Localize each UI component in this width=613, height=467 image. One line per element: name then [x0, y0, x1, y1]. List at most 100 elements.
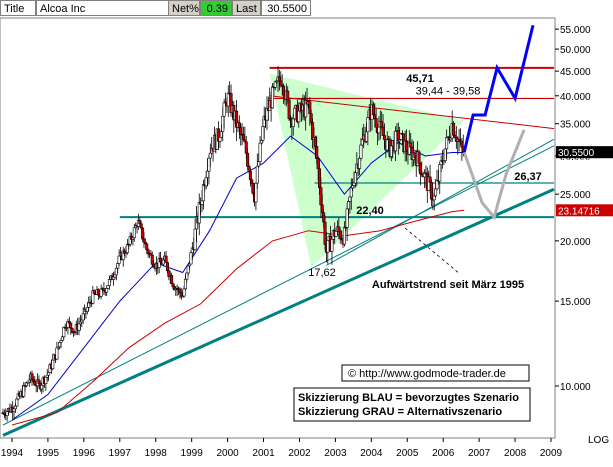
- candle-body: [366, 117, 370, 133]
- candle-body: [37, 379, 41, 384]
- candle-body: [394, 130, 398, 152]
- candle-body: [342, 226, 346, 245]
- candle-body: [237, 122, 241, 129]
- scenario-blue-path: [462, 24, 535, 153]
- candle-body: [12, 408, 16, 412]
- candle-body: [347, 201, 351, 210]
- candle-body: [141, 227, 145, 240]
- candle-body: [345, 208, 349, 228]
- candle-body: [112, 276, 116, 280]
- candle-body: [334, 230, 338, 237]
- candle-body: [45, 374, 49, 378]
- instrument-name: Alcoa Inc: [36, 0, 204, 16]
- candle-body: [429, 182, 433, 200]
- level-label-22-40: 22,40: [356, 205, 384, 217]
- candle-body: [189, 252, 193, 265]
- candle-body: [222, 102, 226, 117]
- candle-body: [364, 131, 368, 142]
- hidden-price-text: 29.30050: [558, 156, 600, 167]
- candle-body: [219, 131, 223, 138]
- y-tick-label: 15.000: [560, 297, 591, 308]
- candle-body: [146, 249, 150, 255]
- y-tick-label: 20.000: [560, 237, 591, 248]
- candle-body: [259, 140, 263, 144]
- candle-body: [200, 200, 204, 205]
- candle-body: [183, 278, 187, 290]
- candle-body: [308, 101, 312, 115]
- candle-body: [243, 139, 247, 143]
- candle-body: [185, 272, 189, 280]
- candle-body: [443, 148, 447, 161]
- y-tick-label: 35.000: [560, 120, 591, 131]
- candle-body: [318, 168, 322, 188]
- candle-body: [413, 152, 417, 158]
- candle-body: [105, 288, 109, 293]
- candle-body: [85, 307, 89, 312]
- plot-frame: [0, 17, 556, 439]
- y-tick-label: 25.000: [560, 190, 591, 201]
- candle-body: [27, 379, 31, 383]
- candle-body: [273, 81, 277, 88]
- candle-body: [418, 163, 422, 175]
- x-tick-label: 2002: [288, 448, 311, 459]
- candle-body: [159, 258, 163, 263]
- trendline-long_trend_thick: [2, 187, 555, 437]
- candle-body: [99, 288, 103, 297]
- candle-body: [297, 110, 301, 123]
- source-text: © http://www.godmode-trader.de: [348, 368, 506, 380]
- candle-body: [316, 158, 320, 169]
- candle-body: [452, 122, 456, 136]
- candle-body: [286, 90, 290, 101]
- triangle-low-label: 17,62: [308, 267, 336, 279]
- x-tick-label: 1996: [73, 448, 96, 459]
- ma-price-box: [556, 204, 613, 217]
- candle-body: [320, 204, 324, 213]
- candle-body: [326, 240, 330, 253]
- last-price-text: 30.5500: [558, 148, 595, 159]
- y-tick-label: 10.000: [560, 382, 591, 393]
- candle-body: [438, 164, 442, 182]
- candle-body: [247, 166, 251, 172]
- candle-body: [358, 157, 362, 169]
- candle-body: [152, 264, 156, 268]
- candle-body: [338, 231, 342, 239]
- change-label: Net%: [168, 0, 200, 16]
- candle-body: [197, 202, 201, 224]
- candle-body: [348, 196, 352, 202]
- candle-body: [81, 313, 85, 321]
- scenario-legend-box: [293, 387, 531, 422]
- last-price-box: [556, 146, 613, 159]
- candle-body: [382, 135, 386, 140]
- candle-body: [22, 385, 26, 397]
- candle-body: [117, 255, 121, 264]
- candle-body: [150, 254, 154, 265]
- candle-body: [405, 140, 409, 152]
- candle-body: [171, 283, 175, 288]
- candle-body: [352, 182, 356, 186]
- candle-body: [255, 165, 259, 184]
- candle-body: [107, 279, 111, 286]
- candle-body: [204, 177, 208, 187]
- candle-body: [381, 126, 385, 136]
- candle-body: [138, 220, 142, 225]
- candle-body: [221, 115, 225, 132]
- candle-body: [277, 76, 281, 82]
- x-tick-label: 1997: [109, 448, 132, 459]
- candle-body: [30, 373, 34, 381]
- candle-body: [323, 221, 327, 245]
- candle-body: [373, 114, 377, 119]
- x-tick-label: 2006: [432, 448, 455, 459]
- scenario-legend-line: Skizzierung GRAU = Alternativszenario: [298, 406, 502, 418]
- uptrend-annotation: Aufwärtstrend seit März 1995: [372, 279, 524, 291]
- scenario-grey-path: [462, 129, 526, 221]
- candle-body: [337, 226, 341, 233]
- candle-body: [178, 288, 182, 293]
- candle-body: [96, 289, 100, 296]
- candle-body: [116, 263, 120, 269]
- candle-body: [244, 141, 248, 154]
- candle-body: [102, 288, 106, 292]
- candle-body: [291, 118, 295, 127]
- candle-body: [69, 322, 73, 329]
- candle-body: [349, 187, 353, 198]
